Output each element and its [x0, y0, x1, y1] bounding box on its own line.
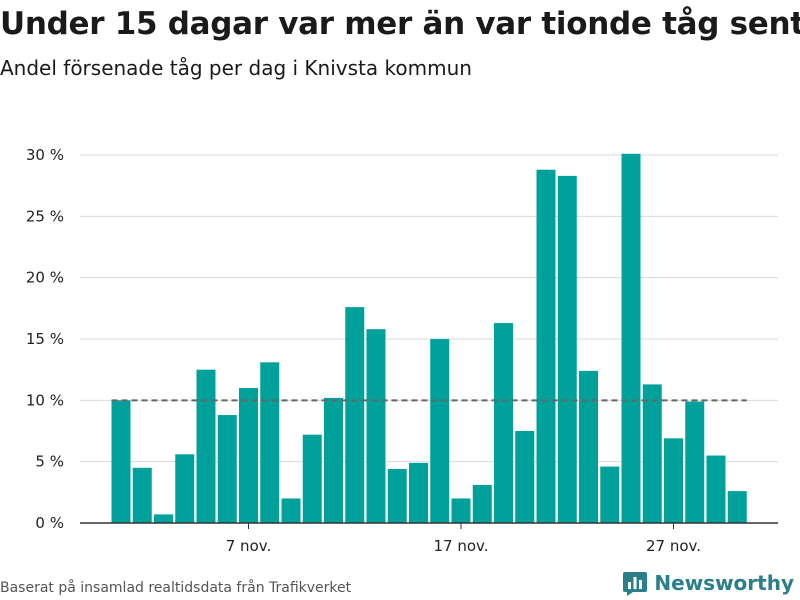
bar	[196, 369, 216, 523]
bar	[324, 397, 343, 523]
y-tick-label: 20 %	[26, 269, 64, 287]
bar	[621, 153, 641, 524]
bar	[154, 514, 173, 523]
bar	[579, 370, 598, 523]
bars	[111, 153, 747, 524]
bar	[281, 498, 301, 523]
bar	[132, 467, 152, 523]
source-note: Baserat på insamlad realtidsdata från Tr…	[0, 580, 352, 596]
bar	[409, 462, 428, 523]
x-tick-label: 7 nov.	[226, 537, 271, 555]
bar	[217, 415, 237, 523]
chart-subtitle: Andel försenade tåg per dag i Knivsta ko…	[0, 56, 472, 80]
bar	[260, 362, 280, 523]
bar	[472, 484, 492, 523]
bar	[664, 438, 683, 523]
bar	[239, 388, 258, 523]
bar	[430, 339, 450, 523]
x-tick-label: 27 nov.	[646, 537, 701, 555]
bar	[175, 454, 195, 523]
bar	[451, 498, 471, 523]
bar	[642, 384, 662, 523]
y-tick-label: 0 %	[35, 514, 64, 532]
bar	[706, 455, 726, 523]
bar	[515, 431, 535, 523]
bar	[345, 307, 365, 523]
brand-name: Newsworthy	[654, 571, 794, 595]
bar	[366, 329, 386, 523]
bar-chart-logo-icon	[623, 572, 648, 596]
x-tick-label: 17 nov.	[433, 537, 488, 555]
bar	[600, 466, 620, 523]
gridlines	[80, 154, 778, 463]
x-axis-ticks: 7 nov. 17 nov. 27 nov.	[226, 523, 701, 555]
y-tick-label: 10 %	[26, 391, 64, 409]
brand-logo[interactable]: Newsworthy	[622, 570, 794, 596]
y-tick-label: 30 %	[26, 146, 64, 164]
y-tick-label: 15 %	[26, 330, 64, 348]
bar	[302, 434, 322, 523]
bar	[494, 323, 513, 523]
bar	[727, 491, 747, 523]
bar	[536, 169, 556, 523]
bar	[111, 400, 131, 523]
y-tick-label: 25 %	[26, 207, 64, 225]
bar	[557, 175, 577, 523]
chart-title: Under 15 dagar var mer än var tionde tåg…	[0, 6, 800, 42]
bar	[387, 469, 407, 523]
bar	[685, 401, 705, 523]
y-tick-label: 5 %	[35, 453, 64, 471]
y-axis-ticks: 0 % 5 % 10 % 15 % 20 % 25 % 30 %	[26, 146, 64, 532]
